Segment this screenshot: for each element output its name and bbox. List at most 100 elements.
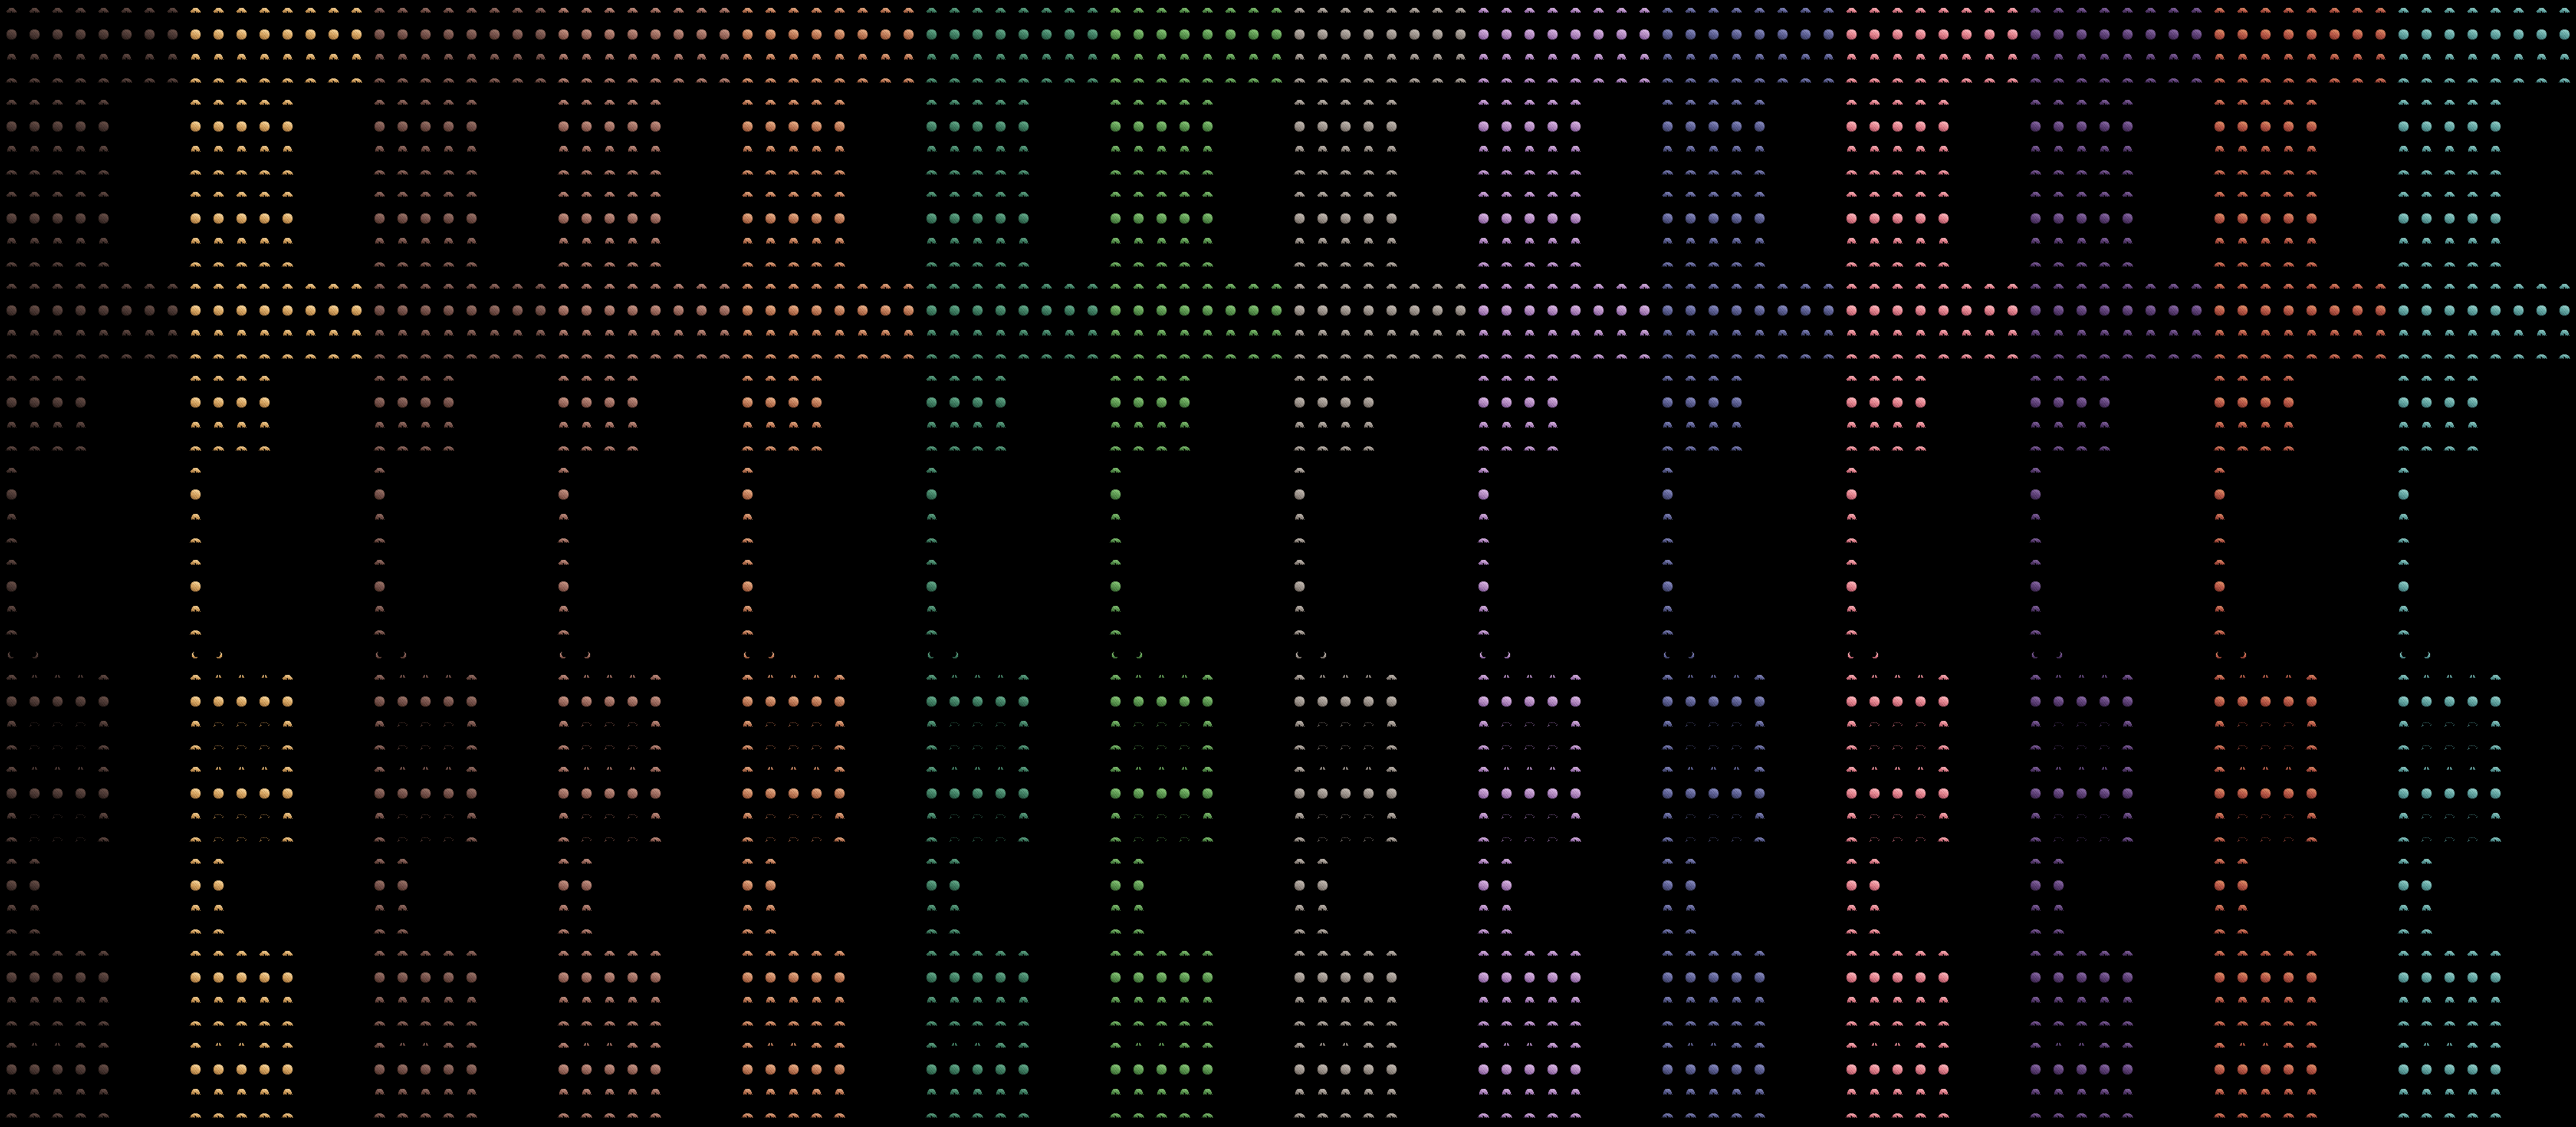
sprite-hair-back-teal — [2536, 8, 2547, 13]
sprite-hair-side-brown — [443, 1113, 454, 1118]
sprite-hair-ball-warm-gray — [1340, 121, 1351, 132]
sprite-hair-front-green — [1111, 1089, 1121, 1095]
sprite-hair-front-green — [1134, 905, 1144, 911]
sprite-hair-ball-teal — [2490, 788, 2501, 799]
sprite-hair-side-sea-green — [1087, 78, 1098, 83]
sprite-hair-ball-brick-red — [2283, 788, 2294, 799]
sprite-hair-side-brown — [443, 446, 454, 451]
sprite-hair-back-rosy-brown — [581, 192, 592, 197]
sprite-hair-front-slate-blue — [1663, 905, 1673, 911]
sprite-hair-moon-left-brick-red — [2240, 652, 2246, 658]
sprite-hair-back-teal — [2421, 100, 2432, 105]
sprite-hair-wisp-warm-gray — [1340, 722, 1351, 727]
sprite-hair-ball-brown — [420, 972, 431, 983]
sprite-hair-side-lavender — [1478, 78, 1489, 83]
sprite-hair-ball-rosy-brown — [673, 305, 684, 316]
sprite-hair-back-dark-violet — [2076, 284, 2087, 289]
sprite-hair-ball-brick-red — [2214, 788, 2225, 799]
sprite-hair-front-lavender — [1594, 54, 1604, 60]
sprite-hair-front-dark-brown — [99, 330, 109, 336]
sprite-hair-front-brown — [536, 330, 546, 336]
sprite-hair-tufts-green — [1182, 767, 1187, 770]
sprite-hair-back-brown — [443, 192, 454, 197]
sprite-hair-tufts-sandy-blonde — [216, 767, 221, 770]
sprite-hair-side-green — [1156, 78, 1167, 83]
sprite-hair-ball-warm-gray — [1386, 29, 1397, 40]
sprite-hair-back-brick-red — [2352, 8, 2363, 13]
sprite-hair-side-dark-violet — [2030, 1113, 2041, 1118]
sprite-hair-ball-sea-green — [949, 696, 960, 707]
sprite-hair-ball-lavender — [1478, 696, 1489, 707]
sprite-hair-back-rosy-brown — [719, 284, 730, 289]
sprite-hair-ball-rosy-brown — [558, 213, 569, 224]
sprite-hair-back-teal — [2444, 951, 2455, 956]
sprite-hair-ball-rosy-brown — [627, 29, 638, 40]
sprite-hair-wisp-teal — [2467, 722, 2478, 727]
sprite-hair-back-sandy-blonde — [259, 284, 270, 289]
sprite-hair-ball-dark-brown — [52, 305, 63, 316]
sprite-hair-side-sea-green — [949, 1113, 960, 1118]
sprite-hair-wisp-dark-brown — [29, 814, 40, 819]
sprite-hair-side-rose-pink — [1892, 1113, 1903, 1118]
sprite-hair-side-sea-green — [972, 78, 983, 83]
sprite-hair-front-teal — [2399, 514, 2409, 520]
sprite-hair-front-dark-brown — [7, 514, 17, 520]
sprite-hair-front-slate-blue — [1755, 54, 1765, 60]
sprite-hair-side-copper — [857, 354, 868, 359]
sprite-hair-ball-lavender — [1547, 397, 1558, 408]
sprite-hair-ball-dark-violet — [2030, 972, 2041, 983]
sprite-hair-side-brown — [374, 262, 385, 267]
sprite-hair-ball-lavender — [1478, 489, 1489, 500]
sprite-hair-moon-left-rosy-brown — [584, 652, 590, 658]
sprite-hair-front-warm-gray — [1295, 238, 1305, 244]
sprite-hair-front-green — [1203, 813, 1213, 819]
sprite-hair-ball-green — [1225, 305, 1236, 316]
sprite-hair-front-green — [1111, 54, 1121, 60]
sprite-hair-back-teal — [2490, 192, 2501, 197]
sprite-hair-side-warm-gray — [1294, 837, 1305, 842]
sprite-hair-back-green — [1110, 560, 1121, 565]
sprite-hair-back-slate-blue — [1731, 8, 1742, 13]
sprite-hair-front-dark-violet — [2054, 146, 2064, 152]
sprite-hair-side-brown — [374, 1113, 385, 1118]
sprite-hair-ball-brick-red — [2260, 121, 2271, 132]
sprite-hair-wisp-green — [1156, 745, 1167, 750]
sprite-hair-wisp-rosy-brown — [581, 745, 592, 750]
sprite-hair-ball-copper — [857, 29, 868, 40]
sprite-hair-tufts-dark-violet — [2079, 675, 2084, 678]
sprite-hair-front-copper — [743, 422, 753, 428]
sprite-hair-ball-warm-gray — [1294, 581, 1305, 592]
sprite-hair-front-sea-green — [1019, 146, 1029, 152]
sprite-hair-back-brick-red — [2260, 284, 2271, 289]
sprite-hair-side-rose-pink — [1938, 354, 1949, 359]
sprite-hair-back-dark-brown — [6, 468, 17, 473]
sprite-hair-back-dark-violet — [2122, 100, 2133, 105]
sprite-hair-front-copper — [789, 330, 799, 336]
sprite-hair-side-sandy-blonde — [351, 78, 362, 83]
sprite-hair-back-teal — [2536, 284, 2547, 289]
sprite-hair-ball-sandy-blonde — [190, 581, 201, 592]
sprite-hair-back-warm-gray — [1455, 8, 1466, 13]
sprite-hair-back-brick-red — [2237, 8, 2248, 13]
sprite-hair-wisp-lavender — [1524, 745, 1535, 750]
sprite-hair-front-teal — [2399, 146, 2409, 152]
sprite-hair-side-lavender — [1547, 1021, 1558, 1026]
sprite-hair-back-copper — [811, 100, 822, 105]
sprite-hair-moon-right-warm-gray — [1296, 652, 1302, 658]
sprite-hair-ball-brown — [443, 305, 454, 316]
sprite-hair-side-dark-violet — [2076, 78, 2087, 83]
sprite-hair-ball-brick-red — [2283, 1064, 2294, 1075]
sprite-hair-back-sea-green — [995, 100, 1006, 105]
sprite-hair-ball-brown — [374, 1064, 385, 1075]
sprite-hair-ball-rose-pink — [1846, 880, 1857, 891]
sprite-hair-ball-brick-red — [2237, 1064, 2248, 1075]
sprite-hair-wisp-dark-violet — [2076, 722, 2087, 727]
sprite-hair-front-lavender — [1479, 813, 1489, 819]
sprite-hair-front-sandy-blonde — [283, 997, 293, 1003]
sprite-hair-ball-teal — [2559, 305, 2570, 316]
sprite-hair-ball-lavender — [1570, 1064, 1581, 1075]
sprite-hair-front-sea-green — [996, 146, 1006, 152]
sprite-hair-ball-green — [1156, 397, 1167, 408]
sprite-hair-side-copper — [834, 78, 845, 83]
sprite-hair-front-copper — [766, 238, 776, 244]
